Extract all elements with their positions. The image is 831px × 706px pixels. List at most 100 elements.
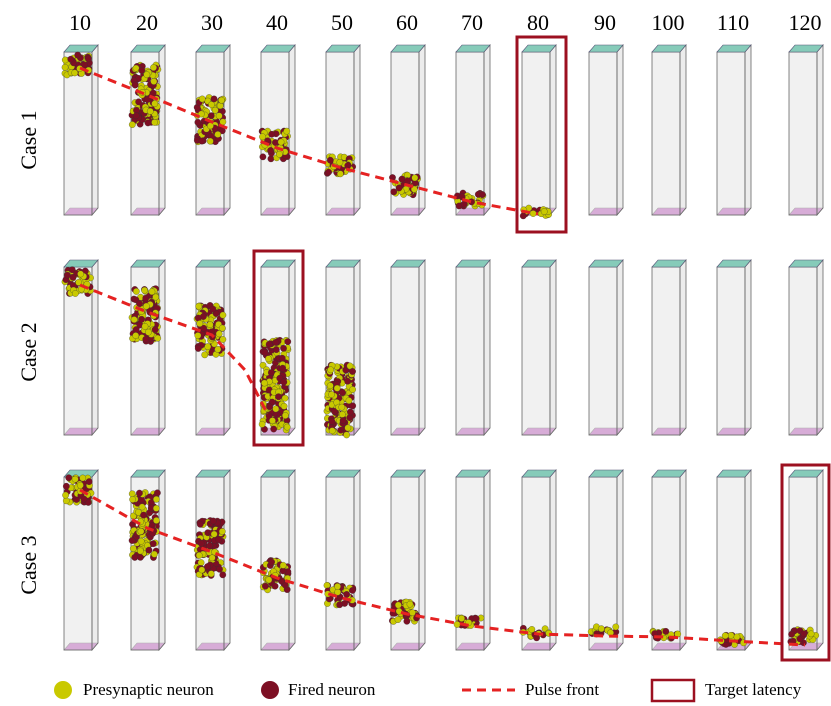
pillar-top (652, 45, 686, 52)
neuron (68, 56, 74, 62)
neuron (346, 397, 352, 403)
neuron (152, 326, 158, 332)
neuron (273, 406, 279, 412)
neuron (207, 321, 213, 327)
neuron (343, 591, 349, 597)
column-label: 90 (594, 10, 616, 35)
neuron (141, 287, 147, 293)
neuron (77, 271, 83, 277)
pillar-side (289, 470, 295, 650)
neuron (72, 70, 78, 76)
pillar-top (391, 470, 425, 477)
neuron (269, 131, 275, 137)
row-label: Case 2 (16, 322, 41, 381)
column-label: 30 (201, 10, 223, 35)
pillar-side (745, 470, 751, 650)
pillar-side (354, 470, 360, 650)
neuron (197, 320, 203, 326)
pillar-side (817, 260, 823, 435)
neuron (195, 119, 201, 125)
neuron (276, 151, 282, 157)
legend-presynaptic: Presynaptic neuron (83, 680, 214, 699)
neuron (146, 547, 152, 553)
neuron (197, 521, 203, 527)
neuron (63, 483, 69, 489)
neuron (284, 128, 290, 134)
neuron (219, 325, 225, 331)
neuron (196, 552, 202, 558)
neuron (149, 289, 155, 295)
pillar-top (717, 45, 751, 52)
neuron (339, 411, 345, 417)
neuron (218, 97, 224, 103)
pillar-front (717, 52, 745, 215)
neuron (212, 107, 218, 113)
pulse-front (80, 285, 268, 415)
neuron (265, 356, 271, 362)
pillar-side (354, 45, 360, 215)
neuron (285, 338, 291, 344)
pillar-top (456, 260, 490, 267)
neuron (198, 540, 204, 546)
neuron (272, 583, 278, 589)
neuron (220, 336, 226, 342)
column-label: 50 (331, 10, 353, 35)
neuron (220, 312, 226, 318)
neuron (216, 566, 222, 572)
pillar-front (522, 477, 550, 650)
pillar-side (617, 260, 623, 435)
column-label: 10 (69, 10, 91, 35)
neuron (262, 583, 268, 589)
neuron (199, 138, 205, 144)
pillar-side (289, 45, 295, 215)
column-label: 60 (396, 10, 418, 35)
neuron (282, 395, 288, 401)
pillar-front (522, 52, 550, 215)
neuron (328, 391, 334, 397)
neuron (520, 213, 526, 219)
neuron (205, 343, 211, 349)
neuron (216, 331, 222, 337)
neuron (81, 496, 87, 502)
neuron (153, 517, 159, 523)
pillar-top (789, 45, 823, 52)
neuron (75, 52, 81, 58)
pillar-top (64, 45, 98, 52)
neuron (325, 169, 331, 175)
neuron (533, 635, 539, 641)
figure: 102030405060708090100110120Case 1Case 2C… (0, 0, 831, 706)
neuron (454, 621, 460, 627)
pillar-side (419, 260, 425, 435)
neuron (280, 345, 286, 351)
neuron (281, 403, 287, 409)
neuron (259, 134, 265, 140)
neuron (144, 71, 150, 77)
column-label: 110 (717, 10, 749, 35)
neuron (154, 335, 160, 341)
pillar-front (589, 267, 617, 435)
neuron (204, 563, 210, 569)
neuron (206, 542, 212, 548)
neuron (140, 512, 146, 518)
neuron (137, 554, 143, 560)
pillar-top (589, 260, 623, 267)
neuron (349, 368, 355, 374)
neuron (215, 537, 221, 543)
pillar-top (131, 45, 165, 52)
pillars (64, 45, 823, 650)
pillar-front (652, 477, 680, 650)
neuron (132, 82, 138, 88)
neuron (268, 559, 274, 565)
neuron (329, 418, 335, 424)
neuron (195, 345, 201, 351)
neuron (153, 294, 159, 300)
pulse-front (80, 490, 805, 645)
neuron (266, 341, 272, 347)
pillar-top (326, 470, 360, 477)
neuron (220, 572, 226, 578)
pillar-top (391, 45, 425, 52)
pillar-side (745, 260, 751, 435)
neuron (337, 159, 343, 165)
neuron (282, 412, 288, 418)
neuron (142, 323, 148, 329)
